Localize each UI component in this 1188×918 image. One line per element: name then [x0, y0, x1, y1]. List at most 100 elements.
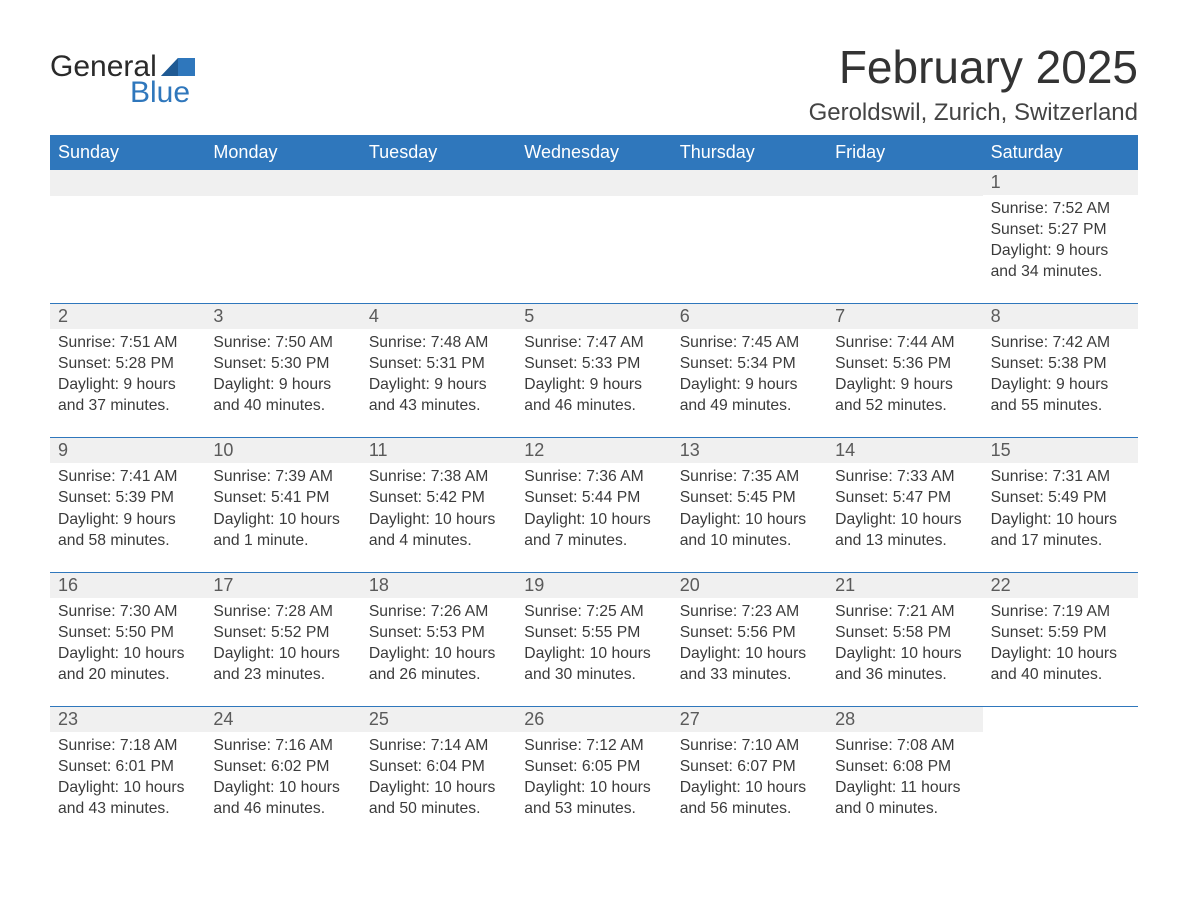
day-body	[58, 200, 197, 280]
day-body	[524, 200, 663, 280]
day-sunset: Sunset: 5:34 PM	[680, 354, 819, 374]
day-sunset: Sunset: 6:07 PM	[680, 757, 819, 777]
day-sunrise: Sunrise: 7:51 AM	[58, 333, 197, 353]
day-body	[369, 200, 508, 280]
calendar-cell: 25Sunrise: 7:14 AMSunset: 6:04 PMDayligh…	[361, 707, 516, 840]
calendar-week: 9Sunrise: 7:41 AMSunset: 5:39 PMDaylight…	[50, 437, 1138, 571]
day-body: Sunrise: 7:35 AMSunset: 5:45 PMDaylight:…	[680, 467, 819, 550]
day-body: Sunrise: 7:19 AMSunset: 5:59 PMDaylight:…	[991, 602, 1130, 685]
day-number: 18	[361, 575, 389, 595]
day-number-row	[983, 707, 1138, 733]
day-sunset: Sunset: 5:53 PM	[369, 623, 508, 643]
calendar-cell: 26 Sunrise: 7:12 AMSunset: 6:05 PMDayligh…	[516, 707, 671, 840]
day-number: 20	[672, 575, 700, 595]
day-day1: Daylight: 10 hours	[680, 510, 819, 530]
day-number-row: 11	[361, 438, 516, 463]
day-number: 11	[361, 440, 388, 460]
calendar-cell	[672, 170, 827, 303]
day-day2: and 7 minutes.	[524, 531, 663, 551]
day-day1: Daylight: 10 hours	[835, 510, 974, 530]
day-body	[835, 200, 974, 280]
day-number-row: 21	[827, 573, 982, 598]
day-sunset: Sunset: 6:02 PM	[213, 757, 352, 777]
day-number: 9	[50, 440, 68, 460]
day-sunset: Sunset: 5:47 PM	[835, 488, 974, 508]
weekday-header: Wednesday	[516, 135, 671, 170]
day-day2: and 0 minutes.	[835, 799, 974, 819]
day-day2: and 46 minutes.	[213, 799, 352, 819]
day-day2: and 40 minutes.	[991, 665, 1130, 685]
day-day2: and 37 minutes.	[58, 396, 197, 416]
calendar-week: 1Sunrise: 7:52 AMSunset: 5:27 PMDaylight…	[50, 170, 1138, 303]
day-number-row: 13	[672, 438, 827, 463]
day-number: 6	[672, 306, 690, 326]
calendar-cell: 14 Sunrise: 7:33 AMSunset: 5:47 PMDayligh…	[827, 438, 982, 571]
day-sunrise: Sunrise: 7:39 AM	[213, 467, 352, 487]
calendar-cell: 22Sunrise: 7:19 AMSunset: 5:59 PMDayligh…	[983, 573, 1138, 706]
calendar-cell: 23Sunrise: 7:18 AMSunset: 6:01 PMDayligh…	[50, 707, 205, 840]
day-number-row: 5	[516, 304, 671, 329]
day-body	[213, 200, 352, 280]
day-day2: and 52 minutes.	[835, 396, 974, 416]
day-number: 1	[983, 172, 1001, 192]
calendar-cell: 1Sunrise: 7:52 AMSunset: 5:27 PMDaylight…	[983, 170, 1138, 303]
day-day2: and 30 minutes.	[524, 665, 663, 685]
day-number-row: 10	[205, 438, 360, 463]
calendar-body: 1Sunrise: 7:52 AMSunset: 5:27 PMDaylight…	[50, 170, 1138, 841]
day-number-row	[516, 170, 671, 196]
calendar-cell	[827, 170, 982, 303]
day-sunset: Sunset: 5:30 PM	[213, 354, 352, 374]
day-number-row: 15	[983, 438, 1138, 463]
day-number-row: 14	[827, 438, 982, 463]
calendar-cell: 7Sunrise: 7:44 AMSunset: 5:36 PMDaylight…	[827, 304, 982, 437]
calendar-cell: 8Sunrise: 7:42 AMSunset: 5:38 PMDaylight…	[983, 304, 1138, 437]
weekday-header: Saturday	[983, 135, 1138, 170]
calendar-cell	[205, 170, 360, 303]
calendar-cell: 28Sunrise: 7:08 AMSunset: 6:08 PMDayligh…	[827, 707, 982, 840]
day-sunset: Sunset: 5:38 PM	[991, 354, 1130, 374]
calendar-cell: 18Sunrise: 7:26 AMSunset: 5:53 PMDayligh…	[361, 573, 516, 706]
day-number: 16	[50, 575, 78, 595]
day-number: 21	[827, 575, 855, 595]
day-day2: and 33 minutes.	[680, 665, 819, 685]
day-sunrise: Sunrise: 7:25 AM	[524, 602, 663, 622]
day-sunrise: Sunrise: 7:12 AM	[524, 736, 663, 756]
day-day1: Daylight: 10 hours	[524, 510, 663, 530]
day-day1: Daylight: 9 hours	[835, 375, 974, 395]
day-number-row	[205, 170, 360, 196]
day-body: Sunrise: 7:12 AMSunset: 6:05 PMDaylight:…	[524, 736, 663, 819]
day-day2: and 4 minutes.	[369, 531, 508, 551]
day-sunrise: Sunrise: 7:10 AM	[680, 736, 819, 756]
day-number-row: 4	[361, 304, 516, 329]
day-sunset: Sunset: 5:41 PM	[213, 488, 352, 508]
day-sunrise: Sunrise: 7:52 AM	[991, 199, 1130, 219]
day-body: Sunrise: 7:08 AMSunset: 6:08 PMDaylight:…	[835, 736, 974, 819]
day-day1: Daylight: 9 hours	[58, 510, 197, 530]
weekday-header: Monday	[205, 135, 360, 170]
day-sunrise: Sunrise: 7:33 AM	[835, 467, 974, 487]
day-number-row: 19	[516, 573, 671, 598]
month-title: February 2025	[809, 42, 1138, 93]
day-sunset: Sunset: 5:52 PM	[213, 623, 352, 643]
day-day1: Daylight: 10 hours	[213, 510, 352, 530]
day-day1: Daylight: 10 hours	[369, 510, 508, 530]
day-sunrise: Sunrise: 7:28 AM	[213, 602, 352, 622]
day-day1: Daylight: 10 hours	[991, 644, 1130, 664]
calendar-cell: 16 Sunrise: 7:30 AMSunset: 5:50 PMDayligh…	[50, 573, 205, 706]
day-body	[680, 200, 819, 280]
calendar-cell: 2Sunrise: 7:51 AMSunset: 5:28 PMDaylight…	[50, 304, 205, 437]
day-day2: and 10 minutes.	[680, 531, 819, 551]
day-day2: and 53 minutes.	[524, 799, 663, 819]
calendar-cell: 13 Sunrise: 7:35 AMSunset: 5:45 PMDayligh…	[672, 438, 827, 571]
day-sunrise: Sunrise: 7:14 AM	[369, 736, 508, 756]
day-sunset: Sunset: 5:55 PM	[524, 623, 663, 643]
day-sunset: Sunset: 6:01 PM	[58, 757, 197, 777]
calendar-cell: 17Sunrise: 7:28 AMSunset: 5:52 PMDayligh…	[205, 573, 360, 706]
day-body: Sunrise: 7:30 AMSunset: 5:50 PMDaylight:…	[58, 602, 197, 685]
day-number-row: 26	[516, 707, 671, 732]
day-day2: and 49 minutes.	[680, 396, 819, 416]
day-day2: and 23 minutes.	[213, 665, 352, 685]
day-number: 23	[50, 709, 78, 729]
day-number: 14	[827, 440, 855, 460]
day-sunset: Sunset: 6:08 PM	[835, 757, 974, 777]
